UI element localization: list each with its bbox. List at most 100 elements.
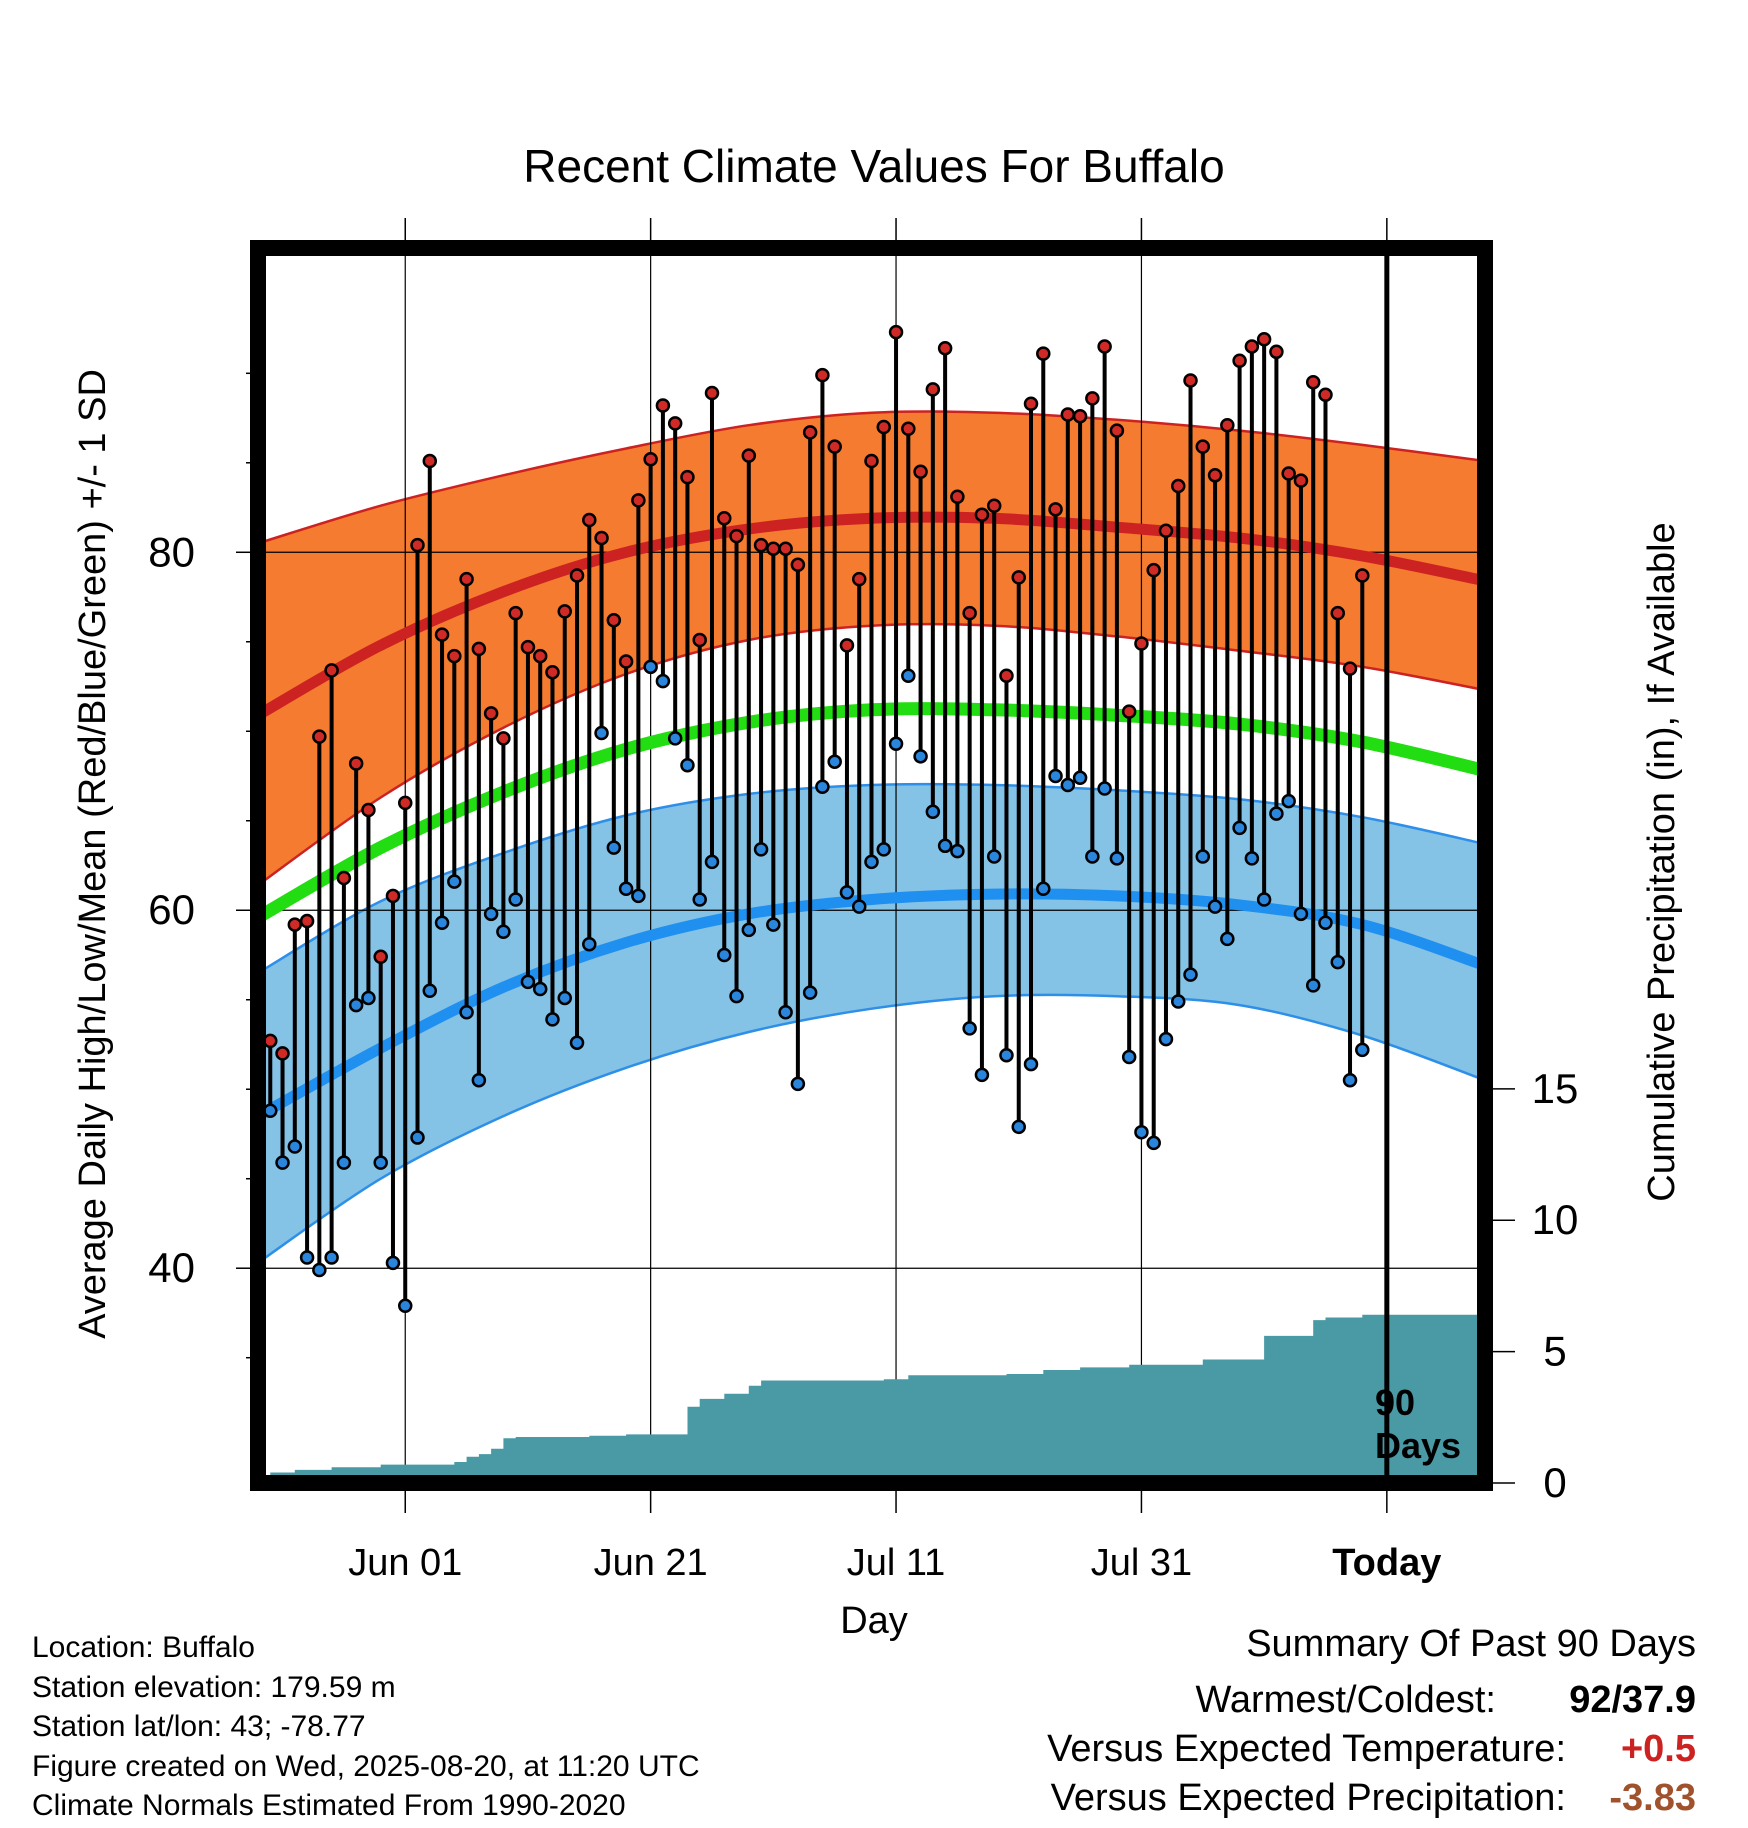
- daily-high-point: [1232, 353, 1247, 369]
- today-days-unit: Days: [1375, 1425, 1461, 1466]
- daily-low-point: [1342, 1073, 1358, 1088]
- daily-high-point: [373, 949, 388, 965]
- daily-high-point: [1097, 339, 1112, 354]
- daily-high-point: [397, 795, 413, 811]
- daily-low-point: [1146, 1135, 1161, 1151]
- daily-low-point: [851, 899, 867, 914]
- daily-low-point: [876, 842, 892, 857]
- daily-high-point: [1085, 391, 1100, 406]
- y2-axis-label: Cumulative Precipitation (in), If Availa…: [1641, 522, 1683, 1201]
- daily-low-point: [532, 981, 548, 997]
- daily-low-point: [594, 725, 609, 741]
- daily-high-point: [1355, 568, 1370, 583]
- daily-high-point: [324, 663, 339, 678]
- daily-low-point: [766, 917, 781, 932]
- daily-low-point: [569, 1035, 585, 1050]
- daily-low-point: [827, 754, 842, 769]
- daily-low-point: [753, 842, 769, 857]
- daily-low-point: [1121, 1049, 1137, 1065]
- daily-low-point: [704, 854, 720, 870]
- daily-high-point: [520, 639, 536, 655]
- daily-high-point: [986, 498, 1002, 513]
- y-tick-label: 40: [148, 1244, 195, 1291]
- daily-high-point: [508, 605, 523, 621]
- x-tick-label: Jul 31: [1091, 1542, 1192, 1584]
- daily-low-point: [1158, 1031, 1174, 1047]
- daily-low-point: [618, 881, 634, 897]
- daily-high-point: [1195, 439, 1211, 454]
- daily-low-point: [950, 843, 965, 859]
- daily-low-point: [937, 838, 953, 854]
- daily-low-point: [275, 1155, 290, 1170]
- daily-high-point: [888, 324, 904, 340]
- daily-high-point: [692, 632, 707, 648]
- station-info: Location: Buffalo Station elevation: 179…: [32, 1631, 700, 1822]
- daily-low-point: [1281, 793, 1296, 809]
- summary-warmest-value: 92/37.9: [1569, 1679, 1696, 1721]
- y-axis-label: Average Daily High/Low/Mean (Red/Blue/Gr…: [72, 369, 114, 1339]
- daily-low-point: [1085, 849, 1100, 864]
- daily-low-point: [999, 1047, 1014, 1063]
- daily-low-point: [655, 673, 671, 689]
- daily-low-point: [385, 1255, 401, 1271]
- daily-low-point: [962, 1021, 977, 1036]
- daily-high-point: [496, 731, 511, 746]
- daily-high-point: [1171, 478, 1186, 494]
- daily-low-point: [557, 990, 572, 1006]
- daily-low-point: [741, 922, 757, 938]
- daily-low-point: [324, 1250, 339, 1265]
- today-days-count: 90: [1375, 1382, 1415, 1423]
- daily-low-point: [1195, 849, 1211, 864]
- daily-high-point: [1318, 387, 1333, 403]
- daily-high-point: [655, 398, 671, 413]
- daily-high-point: [680, 469, 695, 485]
- summary-temp-value: +0.5: [1621, 1728, 1696, 1770]
- daily-high-point: [729, 528, 744, 544]
- daily-low-point: [1048, 768, 1063, 784]
- daily-low-point: [582, 937, 597, 952]
- daily-low-point: [299, 1250, 315, 1265]
- daily-low-point: [545, 1012, 560, 1027]
- daily-high-point: [1305, 374, 1321, 390]
- daily-low-point: [778, 1005, 793, 1020]
- daily-low-point: [397, 1298, 413, 1314]
- daily-low-point: [312, 1262, 327, 1278]
- daily-low-point: [1305, 978, 1321, 993]
- daily-low-point: [1293, 906, 1309, 922]
- daily-low-point: [410, 1130, 425, 1145]
- daily-high-point: [1220, 417, 1235, 433]
- plot-content: [258, 248, 1485, 1483]
- daily-high-point: [901, 421, 916, 437]
- daily-high-point: [1011, 570, 1026, 585]
- daily-high-point: [717, 511, 732, 526]
- y2-tick-label: 5: [1543, 1328, 1566, 1375]
- daily-high-point: [790, 557, 806, 573]
- info-normals: Climate Normals Estimated From 1990-2020: [32, 1789, 626, 1822]
- daily-high-point: [1121, 704, 1137, 719]
- daily-low-point: [483, 906, 499, 922]
- daily-high-point: [287, 917, 303, 932]
- daily-low-point: [606, 840, 622, 855]
- daily-high-point: [483, 706, 499, 721]
- daily-low-point: [839, 885, 855, 900]
- info-location: Location: Buffalo: [32, 1631, 255, 1664]
- info-elevation: Station elevation: 179.59 m: [32, 1671, 396, 1704]
- daily-high-point: [631, 493, 646, 508]
- daily-low-point: [1207, 899, 1223, 914]
- daily-high-point: [1036, 346, 1051, 361]
- daily-high-point: [864, 453, 879, 469]
- daily-high-point: [275, 1046, 290, 1061]
- daily-high-point: [1207, 468, 1223, 483]
- daily-low-point: [643, 659, 658, 675]
- plot-area: 40 60 80 0 5 10 15 Jun 01 Jun 21 Jul 11 Jul 31 Toda…: [148, 218, 1578, 1584]
- daily-low-point: [1171, 994, 1186, 1009]
- daily-low-point: [913, 749, 928, 764]
- daily-high-point: [336, 870, 352, 886]
- daily-high-point: [950, 489, 965, 505]
- daily-high-point: [471, 641, 487, 657]
- daily-high-point: [582, 512, 597, 528]
- daily-high-point: [704, 385, 720, 401]
- daily-high-point: [1256, 332, 1272, 347]
- info-created: Figure created on Wed, 2025-08-20, at 11…: [32, 1750, 700, 1783]
- daily-high-point: [1072, 408, 1088, 424]
